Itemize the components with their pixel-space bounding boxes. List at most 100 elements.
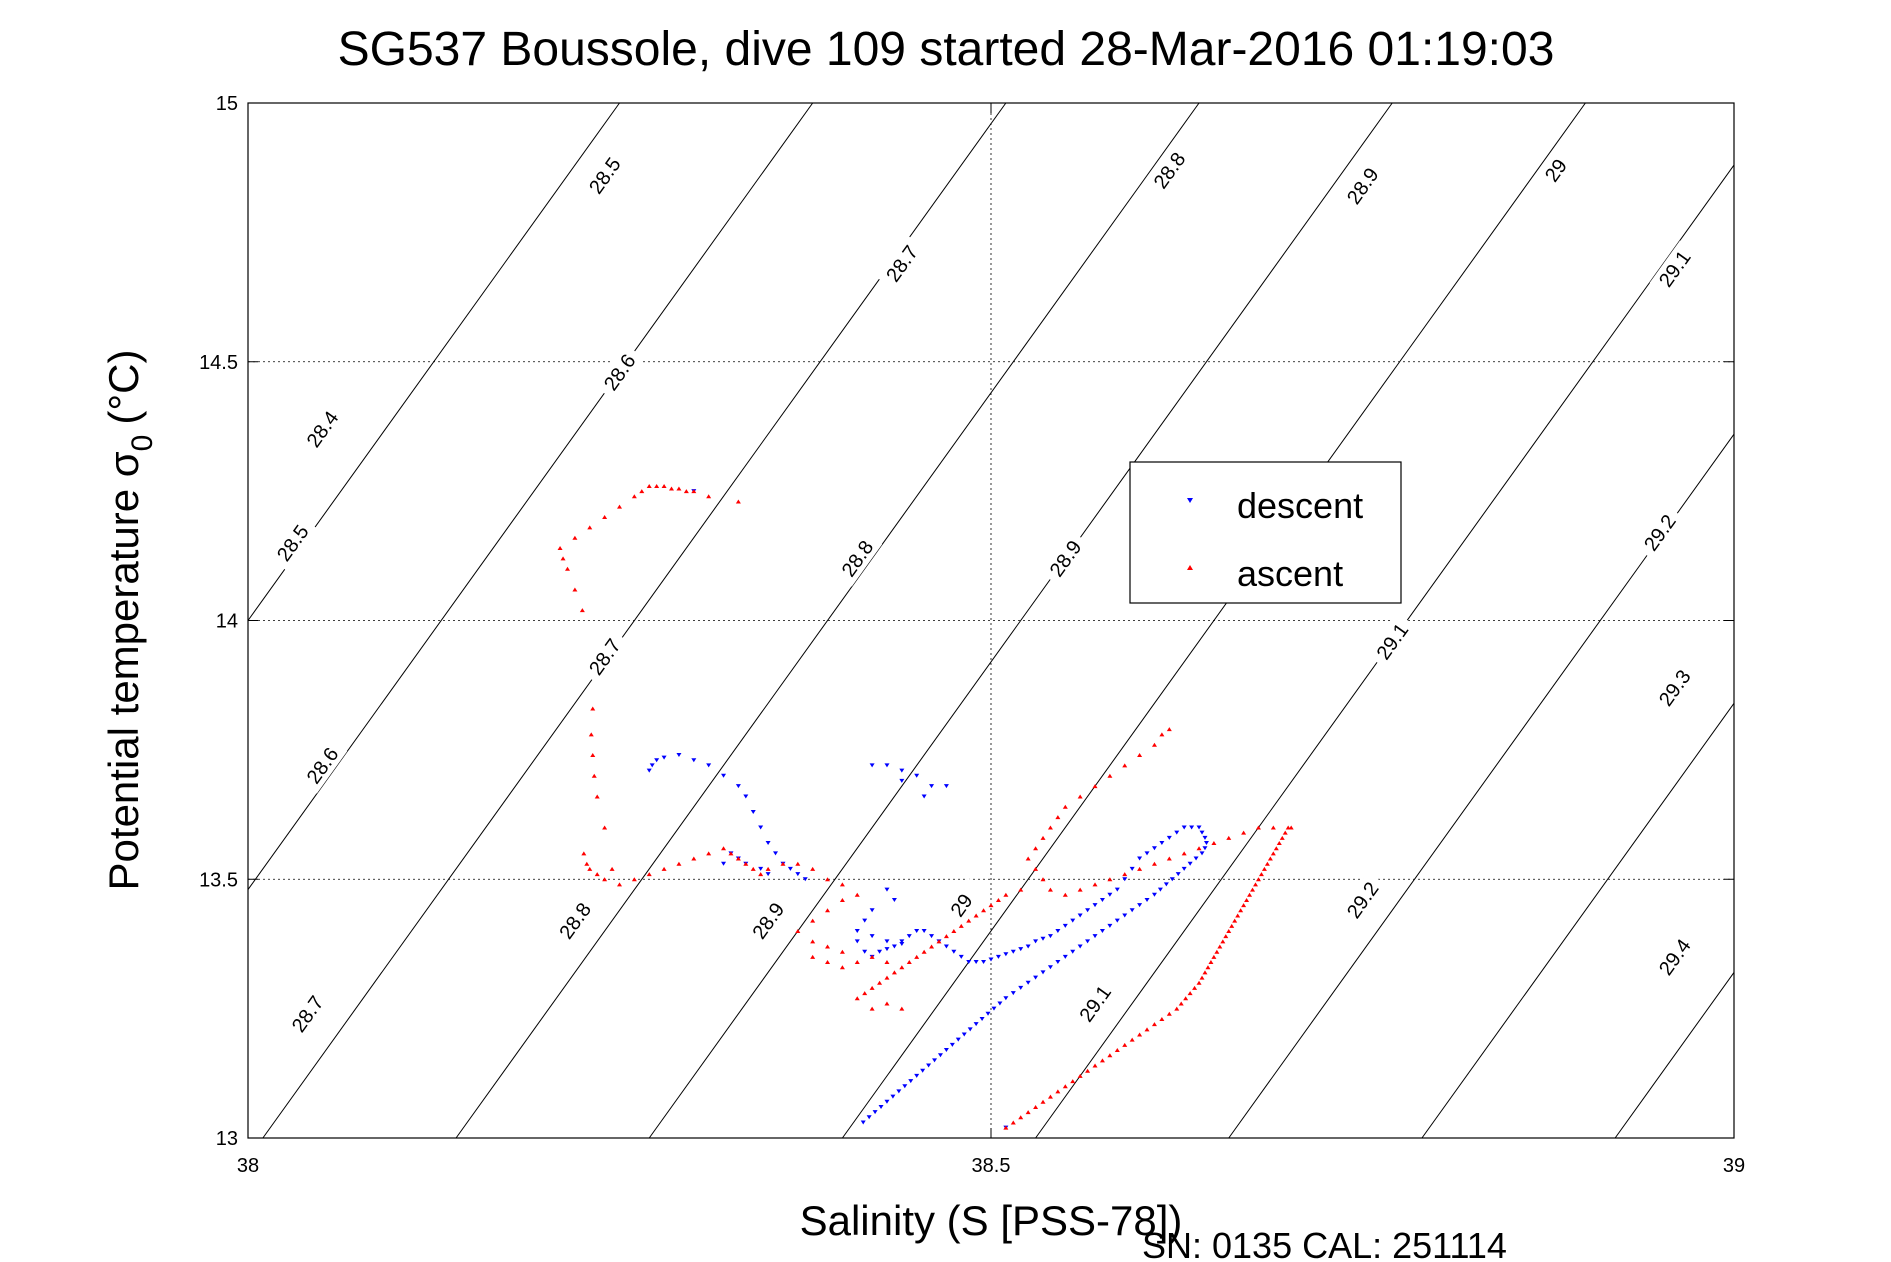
descent-point bbox=[1010, 949, 1016, 954]
ascent-point bbox=[661, 866, 667, 871]
ascent-point bbox=[1255, 877, 1261, 882]
ascent-point bbox=[981, 908, 987, 913]
ascent-point bbox=[743, 861, 749, 866]
x-tick-label: 39 bbox=[1723, 1155, 1745, 1177]
isopycnal-line bbox=[841, 102, 1586, 1139]
descent-point bbox=[721, 773, 727, 778]
descent-point bbox=[743, 794, 749, 799]
descent-point bbox=[1018, 947, 1024, 952]
descent-point bbox=[1040, 936, 1046, 941]
descent-point bbox=[1122, 877, 1128, 882]
ascent-point bbox=[1107, 1053, 1113, 1058]
descent-point bbox=[676, 753, 682, 758]
y-tick-label: 14 bbox=[216, 611, 238, 633]
descent-point bbox=[1099, 897, 1105, 902]
ascent-point bbox=[639, 489, 645, 494]
ascent-point bbox=[617, 882, 622, 887]
descent-point bbox=[966, 960, 972, 965]
descent-point bbox=[884, 947, 890, 952]
ascent-point bbox=[728, 851, 734, 856]
ascent-point bbox=[1279, 835, 1285, 840]
ascent-point bbox=[795, 861, 801, 866]
descent-point bbox=[988, 957, 994, 962]
ascent-point bbox=[839, 949, 845, 954]
y-axis-label: Potential temperature σ0 (°C) bbox=[100, 350, 159, 891]
ascent-point bbox=[825, 960, 831, 965]
ascent-point bbox=[676, 861, 682, 866]
isopycnal-label-bg bbox=[1070, 975, 1120, 1032]
legend-ascent-label: ascent bbox=[1237, 553, 1343, 594]
ascent-point bbox=[936, 939, 942, 944]
legend-descent-label: descent bbox=[1237, 485, 1363, 526]
ascent-point bbox=[706, 851, 712, 856]
y-tick-label: 14.5 bbox=[199, 352, 238, 374]
ascent-point bbox=[758, 872, 764, 877]
ascent-point bbox=[631, 494, 637, 499]
descent-point bbox=[758, 825, 764, 830]
ascent-point bbox=[1226, 835, 1232, 840]
ascent-point bbox=[591, 773, 597, 778]
ascent-point bbox=[602, 515, 608, 519]
ascent-point bbox=[1055, 1089, 1061, 1094]
ascent-point bbox=[750, 866, 756, 871]
isopycnal-line bbox=[247, 102, 814, 890]
descent-point bbox=[906, 934, 912, 939]
ascent-point bbox=[1151, 742, 1157, 747]
ascent-point bbox=[1159, 1016, 1165, 1021]
descent-point bbox=[765, 872, 771, 877]
descent-point bbox=[1169, 877, 1175, 882]
isopycnal-line bbox=[648, 102, 1393, 1139]
ascent-point bbox=[1183, 996, 1189, 1001]
isopycnal-label-bg bbox=[1649, 659, 1700, 716]
ascent-point bbox=[1205, 965, 1211, 970]
ascent-point bbox=[1033, 846, 1039, 851]
descent-point bbox=[899, 939, 905, 944]
y-tick-label: 15 bbox=[216, 93, 238, 115]
ascent-point bbox=[1261, 866, 1267, 871]
isopycnal-label-bg bbox=[1337, 871, 1388, 929]
descent-point bbox=[920, 1068, 926, 1073]
isopycnal-line bbox=[1421, 703, 1735, 1139]
ascent-point bbox=[810, 866, 816, 871]
descent-point bbox=[1025, 980, 1031, 985]
ascent-point bbox=[1137, 1032, 1143, 1037]
legend-descent-marker bbox=[1187, 498, 1193, 503]
ascent-point bbox=[1137, 753, 1143, 758]
ascent-point bbox=[1107, 773, 1113, 778]
ascent-point bbox=[1144, 1027, 1150, 1032]
ascent-point bbox=[1267, 856, 1273, 861]
descent-point bbox=[979, 1016, 985, 1021]
descent-point bbox=[1202, 846, 1208, 851]
legend: descent ascent bbox=[1129, 461, 1402, 604]
descent-point bbox=[661, 755, 667, 760]
ascent-point bbox=[943, 934, 949, 939]
ascent-point bbox=[1202, 970, 1208, 975]
descent-point bbox=[884, 887, 890, 892]
ascent-point bbox=[966, 918, 972, 923]
ascent-point bbox=[1181, 851, 1187, 856]
ascent-point bbox=[1229, 923, 1235, 928]
serial-calibration-footer: SN: 0135 CAL: 251114 bbox=[1142, 1225, 1507, 1262]
descent-point bbox=[891, 944, 897, 949]
ascent-point bbox=[1055, 815, 1061, 820]
isopycnal-label-bg bbox=[282, 985, 333, 1042]
isopycnal-label-bg bbox=[297, 737, 348, 794]
descent-point bbox=[1151, 846, 1157, 851]
descent-point bbox=[1114, 887, 1120, 892]
descent-point bbox=[955, 1037, 961, 1042]
descent-point bbox=[937, 1053, 943, 1058]
descent-point bbox=[1144, 851, 1150, 856]
isopycnal-label-bg bbox=[1649, 240, 1700, 297]
ascent-point bbox=[1232, 918, 1238, 923]
ascent-point bbox=[884, 960, 890, 965]
ascent-point bbox=[1077, 794, 1083, 799]
descent-point bbox=[932, 1058, 938, 1063]
ascent-point bbox=[891, 970, 897, 975]
ascent-point bbox=[1025, 856, 1031, 861]
descent-point bbox=[872, 1110, 878, 1115]
descent-point bbox=[1129, 908, 1135, 913]
ascent-point bbox=[557, 546, 563, 551]
ascent-point bbox=[914, 954, 920, 959]
descent-point bbox=[899, 778, 905, 783]
ascent-point bbox=[602, 877, 608, 882]
